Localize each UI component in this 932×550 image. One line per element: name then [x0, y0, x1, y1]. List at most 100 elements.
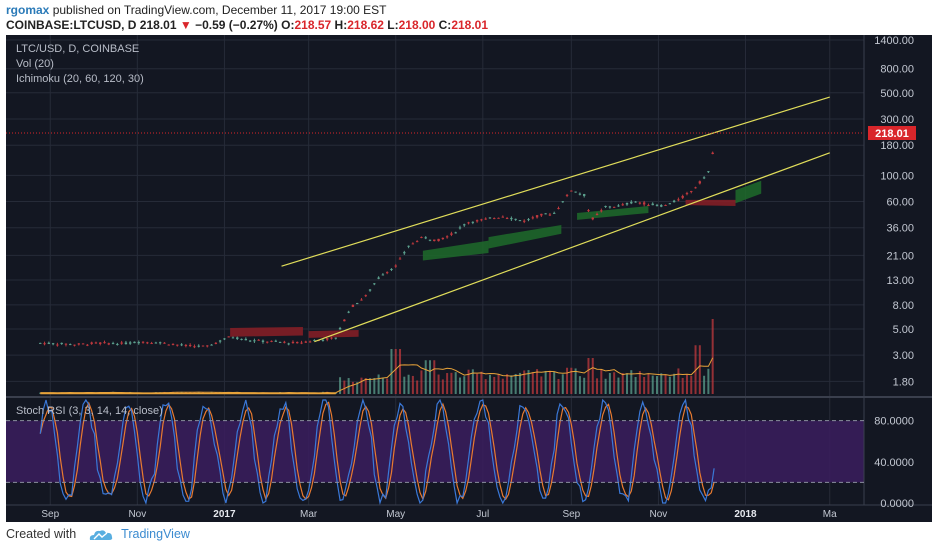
candle-body [544, 213, 547, 215]
volume-bar [634, 376, 637, 394]
time-tick-label: Sep [562, 509, 580, 520]
candle-body [51, 343, 55, 345]
candle-body [458, 227, 462, 229]
volume-bar [608, 373, 611, 394]
candle-body [116, 343, 119, 345]
volume-bar [454, 372, 457, 394]
volume-bar [501, 378, 504, 394]
candle-body [672, 200, 676, 203]
created-with-label: Created with [6, 527, 77, 541]
candle-body [475, 220, 479, 222]
candle-body [266, 341, 269, 343]
volume-bar [711, 319, 714, 394]
open-value: 218.57 [294, 18, 332, 32]
volume-bar [450, 372, 453, 394]
candle-body [274, 340, 278, 342]
candle-body [223, 338, 226, 340]
close-value: 218.01 [451, 18, 489, 32]
candle-body [69, 344, 72, 346]
volume-bar [429, 360, 432, 394]
candle-body [133, 341, 136, 344]
candle-body [43, 343, 46, 345]
volume-bar [369, 378, 372, 394]
price-tick-label: 800.00 [880, 64, 914, 76]
down-arrow-icon: ▼ [179, 18, 192, 32]
last-price: 218.01 [139, 18, 177, 32]
volume-bar [561, 374, 564, 394]
volume-bar [518, 372, 521, 394]
high-label: H: [334, 18, 348, 32]
candle-body [304, 341, 308, 343]
candle-body [368, 289, 372, 291]
candle-body [651, 203, 654, 206]
candle-body [407, 245, 410, 247]
candle-body [60, 342, 63, 345]
volume-bar [493, 376, 496, 394]
volume-bar [373, 378, 376, 394]
candle-body [231, 337, 235, 339]
price-tick-label: 180.00 [880, 140, 914, 152]
candle-body [484, 218, 487, 220]
candle-body [291, 341, 295, 343]
candle-body [548, 214, 552, 216]
candle-body [261, 340, 265, 342]
volume-bar [638, 371, 641, 394]
volume-bar [553, 371, 556, 394]
stoch-rsi-band [6, 420, 864, 483]
candle-body [608, 206, 612, 208]
cloud-bull-segment [422, 240, 489, 261]
candle-body [557, 208, 560, 210]
volume-bar [480, 371, 483, 394]
candle-body [146, 342, 149, 344]
author-name[interactable]: rgomax [6, 3, 50, 17]
cloud-bull-segment [735, 180, 762, 204]
time-tick-label: 2018 [734, 509, 757, 520]
channel-lower-line [314, 152, 830, 343]
volume-bar [531, 372, 534, 394]
candle-body [330, 337, 333, 339]
volume-bar [685, 374, 688, 394]
volume-bar [420, 370, 423, 394]
candle-body [129, 342, 132, 344]
candle-body [428, 239, 432, 241]
candle-body [103, 342, 106, 344]
price-tick-label: 3.00 [893, 350, 914, 362]
candle-body [124, 342, 128, 345]
cloud-bull-segment [488, 224, 562, 249]
candle-body [377, 277, 380, 279]
candle-body [390, 268, 393, 271]
candle-body [574, 191, 577, 193]
legend-volume: Vol (20) [16, 58, 54, 70]
candle-body [531, 217, 534, 219]
candle-body [501, 216, 505, 218]
close-label: C: [438, 18, 452, 32]
candle-body [111, 343, 115, 345]
price-axis[interactable]: 1400.00 800.00 500.00 300.00 180.00 100.00 60.… [874, 35, 914, 388]
volume-bar [484, 379, 487, 394]
candle-body [398, 258, 402, 260]
candle-body [493, 218, 496, 220]
candle-body [278, 341, 282, 343]
stoch-rsi-axis[interactable]: 80.0000 40.0000 0.0000 [6, 416, 914, 510]
candle-body [698, 181, 702, 184]
candle-body [570, 190, 573, 192]
candle-body [612, 206, 616, 208]
volume-bar [416, 380, 419, 394]
price-tick-label: 100.00 [880, 170, 914, 182]
candle-body [210, 344, 213, 346]
tradingview-brand[interactable]: TradingView [121, 527, 190, 541]
candle-body [56, 344, 59, 346]
volume-bar [351, 381, 354, 394]
candle-body [184, 344, 188, 347]
candle-body [441, 237, 445, 240]
volume-bar [621, 372, 624, 394]
price-change: −0.59 (−0.27%) [195, 18, 278, 32]
last-price-tag: 218.01 [868, 126, 916, 140]
low-value: 218.00 [398, 18, 436, 32]
price-chart[interactable]: 1400.00 800.00 500.00 300.00 180.00 100.00 60.… [6, 35, 932, 522]
candle-body [535, 215, 539, 218]
cloud-bear-segment [308, 330, 359, 338]
time-tick-label: May [386, 509, 405, 520]
candle-body [287, 343, 290, 345]
time-axis[interactable]: Sep Nov 2017 Mar May Jul Sep Nov 2018 Ma [41, 509, 837, 520]
